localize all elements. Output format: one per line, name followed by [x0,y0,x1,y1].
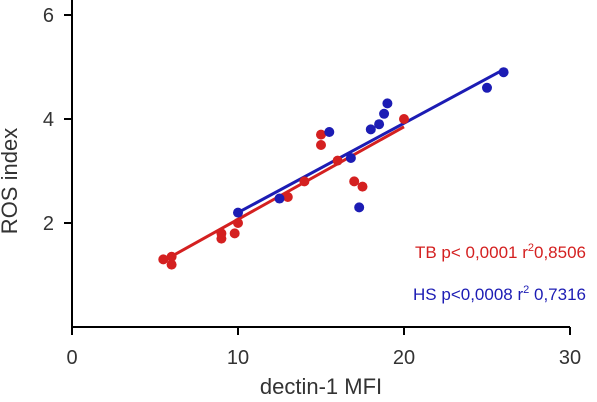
data-point-tb [282,192,293,202]
data-point-hs [482,82,492,93]
x-tick-label: 30 [559,347,581,369]
data-point-tb [332,155,343,166]
data-point-tb [399,114,409,124]
regression-lines [162,68,505,263]
y-axis-title: ROS index [0,128,22,234]
data-point-hs [233,207,243,218]
stat-value: 0,8506 [534,243,586,262]
axes: 0 10 20 30 2 4 6 [43,0,581,369]
stat-value: 0,7316 [529,285,586,304]
data-point-tb [316,129,326,140]
x-axis-title: dectin-1 MFI [260,374,382,399]
regression-line-hs [237,68,505,214]
data-point-tb [299,176,310,187]
stat-text: TB p< 0,0001 r [415,243,528,262]
stat-superscript: 2 [523,284,529,296]
regression-line-tb [162,125,405,263]
data-point-tb [158,254,169,265]
data-points [158,67,509,270]
data-point-hs [374,119,385,130]
data-point-tb [233,218,243,228]
y-axis-ticks: 2 4 6 [43,5,72,235]
data-point-tb [229,228,240,239]
data-point-hs [324,127,335,137]
y-tick-label: 4 [43,109,54,131]
data-point-hs [382,98,393,109]
x-axis-ticks: 0 10 20 30 [66,327,581,369]
data-point-tb [357,181,368,192]
y-tick-label: 2 [43,213,54,235]
data-point-hs [354,202,365,213]
stat-superscript: 2 [528,242,534,254]
data-point-tb [166,259,177,270]
x-tick-label: 20 [393,347,415,369]
x-tick-label: 10 [227,347,249,369]
data-point-tb [349,176,360,187]
stat-annotation-tb: TB p< 0,0001 r20,8506 [415,242,586,262]
stat-text: HS p<0,0008 r [413,285,523,304]
data-point-tb [166,251,177,262]
stat-annotation-hs: HS p<0,0008 r2 0,7316 [413,284,586,304]
data-point-hs [365,124,376,135]
x-tick-label: 0 [66,347,77,369]
data-point-hs [379,108,390,119]
data-point-tb [216,233,227,244]
data-point-tb [316,140,326,150]
y-tick-label: 6 [43,5,54,27]
data-point-hs [274,193,285,204]
data-point-hs [345,153,356,163]
data-point-hs [498,67,509,78]
